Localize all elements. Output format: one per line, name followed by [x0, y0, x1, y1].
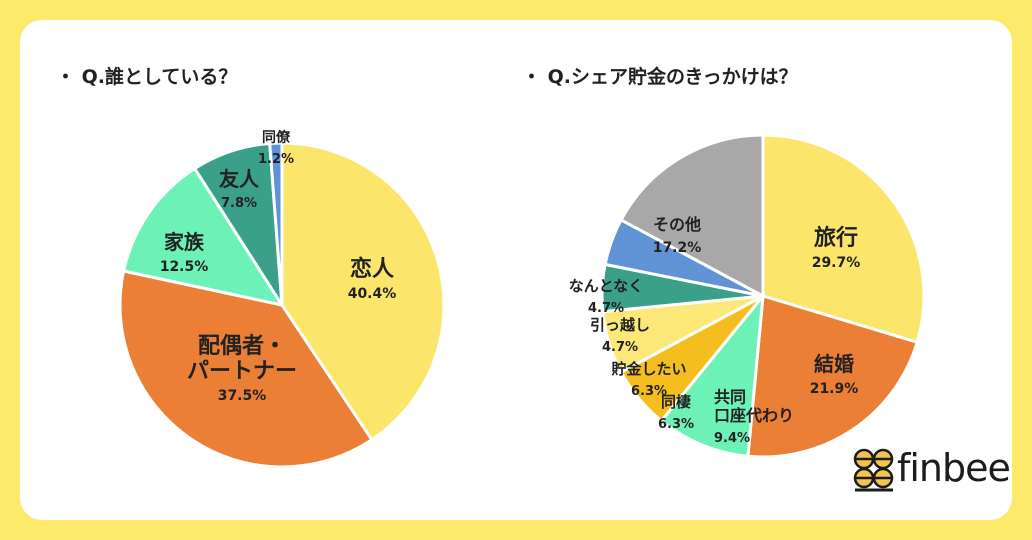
pie-2-value-4: 6.3% [658, 417, 694, 432]
pie-2-value-5: 6.3% [631, 384, 667, 399]
pie-2-label-6: 引っ越し [590, 316, 650, 334]
pie-2-slice-8 [619, 133, 765, 299]
pie-2-label-8: その他 [653, 215, 701, 234]
chart-1-title: ・ Q.誰としている？ [56, 66, 238, 88]
pie-2-value-2: 21.9% [810, 381, 859, 397]
pie-2-label-3: 共同口座代わり [714, 387, 794, 424]
pie-1-value-3: 12.5% [160, 259, 209, 275]
finbee-logo: finbee [851, 446, 1011, 498]
pie-2-label-7: なんとなく [569, 277, 644, 295]
pie-1-slice-3 [121, 166, 286, 308]
pie-1-value-4: 7.8% [221, 196, 257, 211]
pie-2-value-7: 4.7% [588, 301, 624, 316]
chart-2-title: ・ Q.シェア貯金のきっかけは？ [522, 66, 798, 88]
pie-2-value-3: 9.4% [714, 431, 750, 446]
pie-1-label-3: 家族 [164, 230, 205, 254]
pie-2-slice-1 [761, 133, 926, 345]
pie-1-value-5: 1.2% [258, 152, 294, 167]
pie-2-label-4: 同棲 [661, 393, 691, 411]
pie-2-value-6: 4.7% [602, 340, 638, 355]
pie-2-label-2: 結婚 [814, 352, 854, 376]
pie-1-label-2: 配偶者・パートナー [187, 334, 297, 384]
pie-2-slice-2 [746, 294, 920, 459]
pie-1-value-1: 40.4% [348, 286, 397, 302]
pie-1-label-4: 友人 [219, 167, 260, 191]
pie-1-label-1: 恋人 [350, 256, 394, 282]
pie-1-label-5: 同僚 [262, 129, 291, 146]
pie-2-value-8: 17.2% [653, 240, 702, 256]
bee-honeycomb-icon [853, 448, 894, 492]
logo-text: finbee [897, 446, 1011, 490]
pie-2-label-1: 旅行 [814, 225, 858, 251]
pie-1-slice-5 [268, 141, 284, 306]
pie-1-value-2: 37.5% [218, 388, 267, 404]
pie-2-slice-3 [659, 291, 765, 458]
pie-2-label-5: 貯金したい [611, 360, 686, 378]
pie-2-value-1: 29.7% [812, 255, 861, 271]
pie-1-slice-2 [118, 269, 374, 469]
